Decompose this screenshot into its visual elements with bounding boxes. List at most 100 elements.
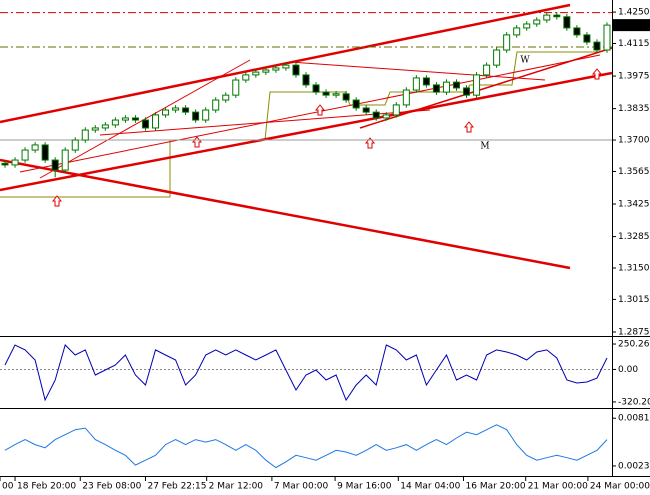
descending-line (0, 158, 571, 270)
up-arrow (191, 136, 203, 148)
candle-body (81, 129, 89, 141)
candle-body (192, 111, 200, 121)
candle-body (583, 34, 591, 43)
candle-body (51, 159, 59, 171)
y-tick-label: 1.3425 (618, 200, 650, 210)
candle-body (543, 14, 551, 21)
y-tick-label: 1.3700 (618, 136, 650, 146)
candle-body (162, 109, 170, 116)
candle-body (312, 84, 320, 93)
y-tick-label: 1.3285 (618, 232, 650, 242)
candle-body (332, 93, 340, 96)
candle-body (322, 91, 330, 96)
candle-body (523, 23, 531, 29)
candle-body (121, 117, 129, 121)
y-tick-label: 1.3565 (618, 167, 650, 177)
candle-body (392, 104, 400, 116)
y-tick-label: 1.4250 (618, 8, 650, 18)
up-arrow (591, 68, 603, 80)
indicator-line (4, 344, 608, 402)
panel-frame (0, 0, 650, 477)
candle-body (111, 119, 119, 126)
candle-body (141, 119, 149, 129)
x-tick-label: 27 Feb 22:15 (147, 482, 206, 492)
candle-body (232, 79, 240, 96)
y-tick-label: 1.2875 (618, 327, 650, 337)
candle-body (252, 71, 260, 76)
candle-body (11, 159, 19, 166)
candle-body (1, 162, 9, 166)
y-tick-label: 1.3015 (618, 295, 650, 305)
candle-body (71, 139, 79, 151)
x-tick-label: 7 Mar 00:00 (274, 482, 329, 492)
x-tick-label: 21 Mar 00:00 (528, 482, 588, 492)
y-tick-label: 250.261 (618, 340, 650, 350)
x-tick-label: 14 Mar 04:00 (400, 482, 460, 492)
candle-body (242, 74, 250, 81)
annotation: M (480, 142, 489, 152)
y-tick-label: -320.201 (618, 397, 650, 407)
candle-body (603, 24, 611, 51)
candle-body (61, 149, 69, 171)
candle-body (41, 144, 49, 161)
candle-body (262, 69, 270, 73)
candle-body (202, 109, 210, 121)
price-tag-label: 1.4194 (617, 21, 649, 31)
candle-body (412, 77, 420, 91)
up-arrow (314, 104, 326, 116)
candle-body (422, 77, 430, 86)
candle-body (503, 34, 511, 51)
candle-body (473, 74, 481, 96)
candle-body (563, 16, 571, 29)
candle-body (573, 27, 581, 36)
annotation: W (520, 56, 530, 66)
candle-body (212, 99, 220, 111)
x-tick-label: 9 Mar 16:00 (337, 482, 392, 492)
candle-body (382, 114, 390, 119)
up-arrow (51, 195, 63, 207)
candle-body (101, 124, 109, 129)
channel-lower (0, 71, 613, 192)
thin-trend (359, 47, 613, 129)
candle-body (493, 49, 501, 66)
candle-body (533, 19, 541, 25)
y-tick-label: 1.3975 (618, 72, 650, 82)
candle-body (483, 64, 491, 76)
candle-body (172, 107, 180, 111)
candle-body (553, 14, 561, 18)
candle-body (342, 93, 350, 101)
candle-body (442, 81, 450, 93)
candle-body (222, 94, 230, 101)
price-tag (613, 19, 650, 32)
y-tick-label: 0.0081 (618, 414, 650, 424)
y-tick-label: 1.3150 (618, 264, 650, 274)
y-tick-label: 0.0023 (618, 461, 650, 471)
up-arrow (463, 121, 475, 133)
candle-body (31, 144, 39, 151)
candle-body (272, 67, 280, 71)
x-tick-label: 18 Feb 20:00 (17, 482, 76, 492)
candle-body (91, 127, 99, 131)
candle-body (513, 27, 521, 36)
candle-body (432, 84, 440, 93)
x-tick-label: 24 Mar 00:00 (590, 482, 650, 492)
y-tick-label: 1.4115 (618, 39, 650, 49)
indicator-line (4, 424, 608, 469)
x-tick-label: 2 Mar 12:00 (209, 482, 264, 492)
candle-body (282, 64, 290, 69)
candle-body (352, 99, 360, 109)
candle-body (21, 149, 29, 161)
x-tick-label: 23 Feb 08:00 (82, 482, 141, 492)
thin-trend (289, 61, 546, 81)
candle-body (372, 111, 380, 119)
candle-body (182, 107, 190, 113)
y-tick-label: 0.00 (618, 365, 638, 375)
channel-upper (0, 3, 571, 124)
candle-body (593, 41, 601, 51)
candle-body (131, 117, 139, 121)
candle-body (452, 81, 461, 89)
y-tick-label: 1.3835 (618, 104, 650, 114)
candle-body (402, 89, 410, 106)
candle-body (151, 114, 160, 129)
